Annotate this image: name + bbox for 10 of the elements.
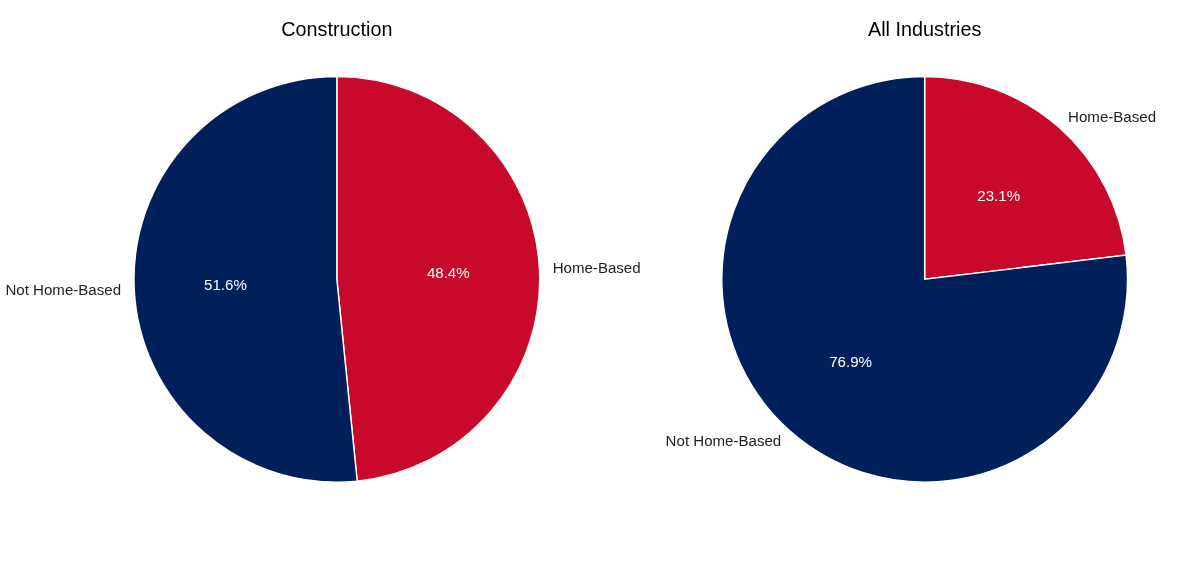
slice-label: Not Home-Based [665, 431, 782, 449]
data-label: 48.4% [426, 264, 470, 282]
slice-label: Not Home-Based [5, 280, 122, 298]
chart-title: All Industries [867, 17, 982, 40]
slice-label: Home-Based [1068, 108, 1157, 126]
data-label: 23.1% [977, 186, 1021, 204]
chart-title: Construction [281, 17, 393, 40]
data-label: 51.6% [204, 275, 247, 293]
slice-label: Home-Based [552, 259, 641, 277]
data-label: 76.9% [829, 353, 872, 371]
